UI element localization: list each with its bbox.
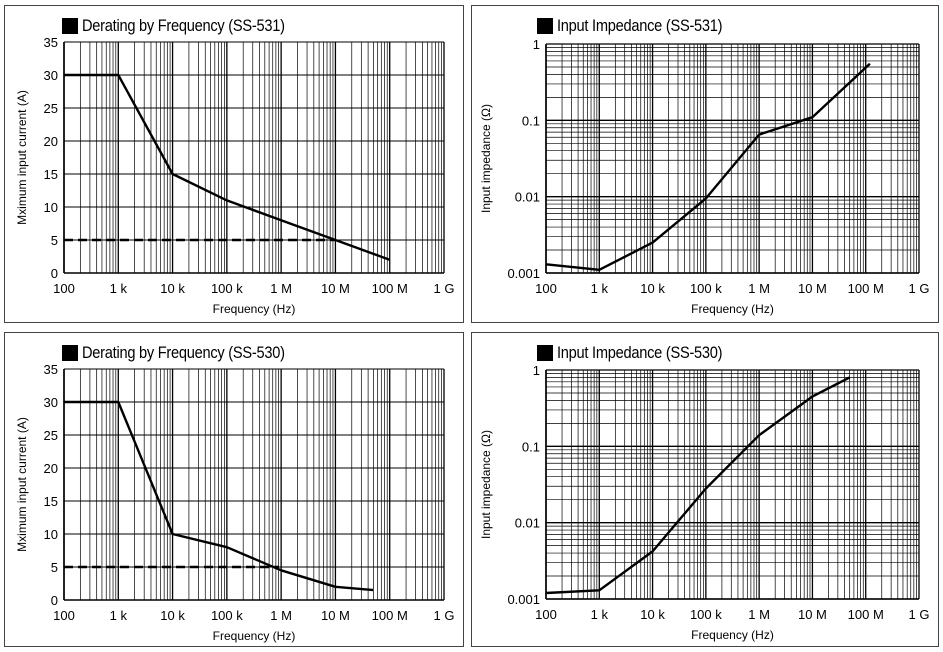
y-tick-label: 0.01	[515, 516, 540, 531]
x-tick-label: 1 M	[748, 281, 770, 296]
x-tick-label: 10 M	[798, 281, 827, 296]
x-tick-label: 1 k	[591, 607, 609, 622]
x-axis-title: Frequency (Hz)	[691, 302, 774, 316]
title-marker-icon	[537, 345, 553, 361]
x-axis-title: Frequency (Hz)	[691, 628, 774, 642]
chart-svg: 100 1 k 10 k 100 k 1 M 10 M 100 M 1 G 0.001 0.01 0…	[479, 37, 930, 316]
x-tick-label: 1 M	[748, 607, 770, 622]
y-axis-title: Input impedance (Ω)	[479, 430, 493, 539]
grid	[545, 369, 920, 600]
y-tick-label: 25	[44, 101, 58, 116]
chart-svg: 100 1 k 10 k 100 k 1 M 10 M 100 M 1 G 0 5 10 15 20 25…	[15, 35, 455, 316]
x-tick-label: 100 k	[690, 281, 722, 296]
x-tick-label: 1 G	[434, 281, 455, 296]
x-axis-title: Frequency (Hz)	[213, 629, 296, 643]
x-tick-label: 10 k	[640, 281, 665, 296]
x-tick-label: 10 k	[160, 608, 185, 623]
y-tick-label: 0	[51, 593, 58, 608]
y-tick-label: 25	[44, 428, 58, 443]
y-axis-title: Mximum input current (A)	[15, 417, 29, 552]
series-line	[64, 400, 374, 592]
x-tick-label: 1 G	[909, 281, 930, 296]
y-tick-label: 10	[44, 527, 58, 542]
y-tick-label: 5	[51, 233, 58, 248]
y-axis-title: Mximum input current (A)	[15, 90, 29, 225]
x-tick-label: 10 M	[321, 608, 350, 623]
x-tick-label: 10 M	[321, 281, 350, 296]
y-tick-label: 10	[44, 200, 58, 215]
chart-title: Derating by Frequency (SS-531)	[62, 16, 318, 36]
y-axis-title: Input impedance (Ω)	[479, 104, 493, 213]
chart-svg: 100 1 k 10 k 100 k 1 M 10 M 100 M 1 G 0 5 10 15 20 25…	[15, 362, 455, 643]
y-tick-label: 20	[44, 461, 58, 476]
x-tick-label: 100 k	[211, 608, 243, 623]
y-tick-label: 30	[44, 395, 58, 410]
x-tick-label: 100 k	[690, 607, 722, 622]
chart-title-text: Derating by Frequency (SS-531)	[82, 16, 285, 35]
x-tick-label: 1 k	[110, 608, 128, 623]
x-tick-label: 1 M	[270, 608, 292, 623]
x-tick-label: 10 M	[798, 607, 827, 622]
y-tick-label: 0.001	[507, 592, 540, 607]
x-tick-label: 1 M	[270, 281, 292, 296]
x-tick-label: 100	[53, 281, 75, 296]
grid	[63, 368, 445, 601]
x-tick-label: 100	[535, 607, 557, 622]
x-axis-title: Frequency (Hz)	[213, 302, 296, 316]
y-tick-label: 0	[51, 266, 58, 281]
y-tick-label: 1	[533, 363, 540, 378]
y-tick-label: 35	[44, 362, 58, 377]
chart-panel-derating-ss530: 100 1 k 10 k 100 k 1 M 10 M 100 M 1 G 0 5 10 15 20 25…	[4, 332, 464, 647]
y-tick-label: 30	[44, 68, 58, 83]
title-marker-icon	[62, 345, 78, 361]
grid	[63, 41, 445, 274]
y-tick-label: 0.1	[522, 113, 540, 128]
grid	[545, 43, 920, 274]
series-line	[545, 376, 851, 595]
x-tick-label: 100	[535, 281, 557, 296]
x-tick-label: 100 k	[211, 281, 243, 296]
chart-panel-impedance-ss531: 100 1 k 10 k 100 k 1 M 10 M 100 M 1 G 0.001 0.01 0…	[471, 5, 939, 323]
y-tick-label: 0.01	[515, 190, 540, 205]
x-tick-label: 100 M	[848, 281, 884, 296]
x-tick-label: 1 k	[591, 281, 609, 296]
y-tick-label: 15	[44, 494, 58, 509]
y-tick-label: 0.1	[522, 439, 540, 454]
x-tick-label: 10 k	[160, 281, 185, 296]
x-tick-label: 100 M	[848, 607, 884, 622]
title-marker-icon	[537, 18, 553, 34]
chart-title-text: Input Impedance (SS-531)	[557, 16, 723, 35]
chart-title: Input Impedance (SS-531)	[537, 16, 749, 36]
chart-title-text: Input Impedance (SS-530)	[557, 343, 723, 362]
y-tick-label: 35	[44, 35, 58, 50]
chart-title: Derating by Frequency (SS-530)	[62, 343, 318, 363]
chart-title: Input Impedance (SS-530)	[537, 343, 749, 363]
chart-title-text: Derating by Frequency (SS-530)	[82, 343, 285, 362]
x-tick-label: 100	[53, 608, 75, 623]
x-tick-label: 100 M	[372, 608, 408, 623]
chart-panel-impedance-ss530: 100 1 k 10 k 100 k 1 M 10 M 100 M 1 G 0.001 0.01 0…	[471, 332, 939, 647]
y-tick-label: 0.001	[507, 266, 540, 281]
series-line	[545, 62, 871, 271]
y-tick-label: 5	[51, 560, 58, 575]
chart-svg: 100 1 k 10 k 100 k 1 M 10 M 100 M 1 G 0.001 0.01 0…	[479, 363, 930, 642]
x-tick-label: 1 k	[110, 281, 128, 296]
y-tick-label: 20	[44, 134, 58, 149]
x-tick-label: 1 G	[434, 608, 455, 623]
chart-panel-derating-ss531: 100 1 k 10 k 100 k 1 M 10 M 100 M 1 G 0 5 10 15 20 25…	[4, 5, 464, 323]
title-marker-icon	[62, 18, 78, 34]
y-tick-label: 1	[533, 37, 540, 52]
x-tick-label: 1 G	[909, 607, 930, 622]
y-tick-label: 15	[44, 167, 58, 182]
x-tick-label: 10 k	[640, 607, 665, 622]
x-tick-label: 100 M	[372, 281, 408, 296]
